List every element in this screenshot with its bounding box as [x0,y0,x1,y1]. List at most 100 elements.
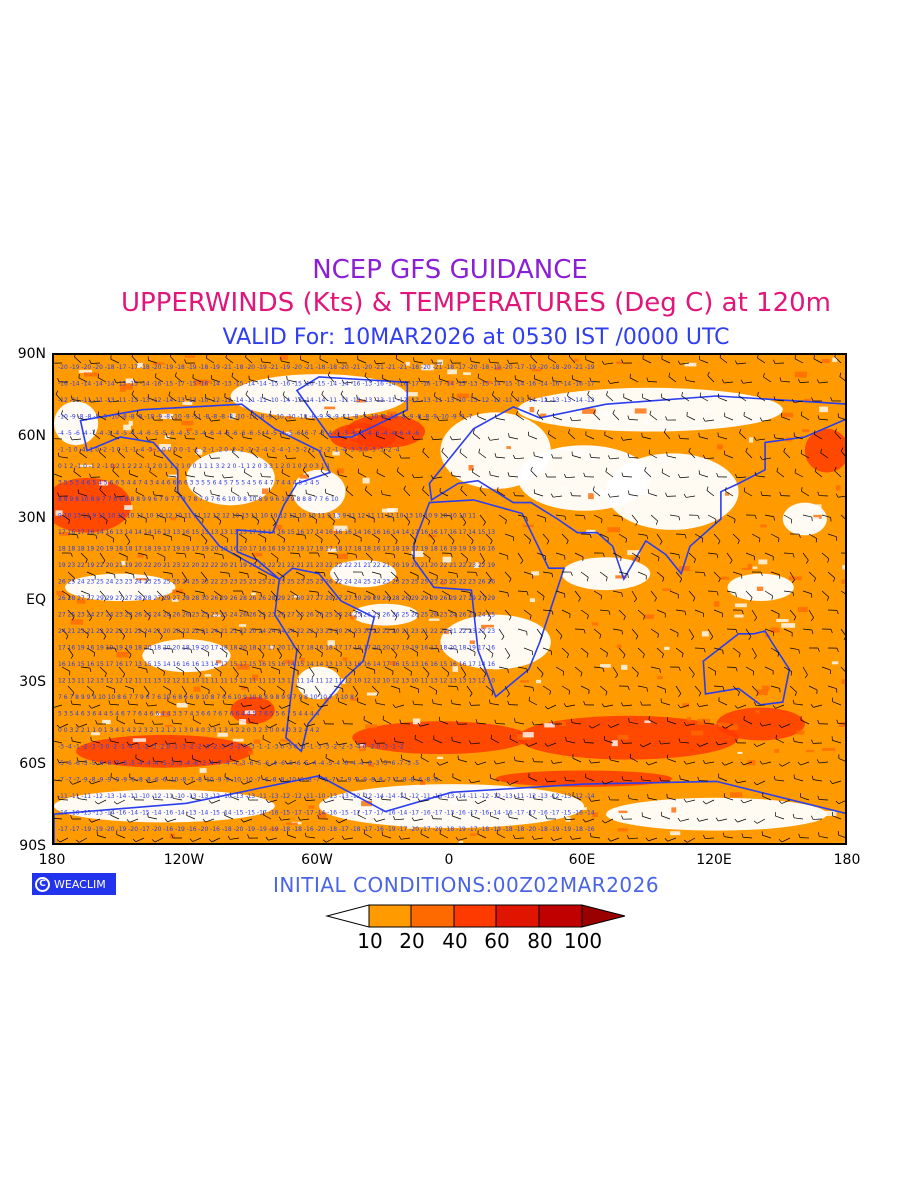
wind-barb [357,398,367,402]
wind-barb [308,628,317,635]
wind-barb [699,742,709,747]
wind-barb [623,397,633,402]
wind-barb [173,722,183,725]
wind-barb [744,491,753,497]
shade-speck [361,800,372,807]
shade-speck [679,565,691,572]
wind-barb [460,514,467,523]
wind-barb-flag [434,392,436,397]
wind-barb-flag [109,736,111,741]
wind-barb [352,647,362,650]
wind-barb [414,361,424,364]
wind-barb-flag [220,633,223,638]
wind-barb-flag [437,794,440,799]
wind-barb [477,377,487,383]
wind-barb [631,514,638,523]
wind-barb [371,533,380,540]
wind-barb [376,702,386,706]
wind-barb-flag [393,737,396,742]
wind-barb [268,491,278,497]
wind-barb-flag [798,649,800,654]
wind-barb [376,435,386,440]
wind-barb [745,590,753,598]
wind-barb-flag [688,447,691,452]
shade-speck [718,722,729,727]
wind-barb-flag [745,447,748,452]
wind-barb-flag [437,648,440,653]
shade-speck [275,524,283,530]
wind-barb-flag [286,375,288,380]
wind-barb [490,703,500,706]
wind-barb-flag [241,590,244,595]
wind-barb-flag [657,633,659,638]
wind-barb-flag [75,723,79,728]
wind-barb [59,723,69,729]
wind-barb [642,358,652,364]
shade-speck [756,586,764,591]
wind-barb-flag [316,703,320,708]
wind-barb [308,514,317,520]
wind-barb-flag [396,467,399,472]
shade-speck [720,576,729,580]
wind-barb-flag [247,796,250,801]
wind-barb-flag [525,743,529,747]
wind-barb [193,490,202,497]
wind-barb [783,451,791,459]
wind-barb-flag [472,429,475,434]
wind-barb [756,742,766,747]
wind-barb-flag [76,534,79,539]
shade-speck [802,429,810,433]
wind-barb-flag [783,447,786,452]
wind-barb-flag [683,721,687,726]
wind-barb [725,723,734,729]
wind-barb [834,432,842,440]
wind-barb-flag [152,649,154,654]
wind-barb [211,378,221,383]
wind-barb [300,818,310,821]
wind-barb [262,397,272,402]
wind-barb-flag [544,778,548,783]
wind-barb-flag [69,436,73,441]
wind-barb-flag [231,372,234,377]
wind-barb [496,833,506,839]
wind-barb [194,590,204,594]
wind-barb-flag [284,801,289,805]
shade-speck [725,492,730,496]
wind-barb [485,609,492,618]
wind-barb-flag [395,355,397,359]
wind-barb [295,533,305,536]
wind-barb [497,490,506,497]
wind-barb-flag [646,687,648,692]
wind-barb [270,590,278,598]
wind-barb [320,433,329,440]
wind-barb-flag [161,597,164,602]
shade-speck [600,664,611,668]
wind-barb-flag [507,359,510,364]
shade-speck [789,576,802,581]
wind-barb [268,761,278,767]
wind-barb [135,491,145,497]
wind-barb [751,609,758,618]
wind-barb-flag [364,372,367,377]
wind-barb-flag [436,762,440,766]
wind-barb-flag [204,578,207,583]
shade-speck [160,711,171,718]
shade-speck [247,751,254,755]
wind-barb-flag [773,359,776,364]
shade-speck [813,514,822,519]
wind-barb-flag [231,448,235,453]
shade-speck [446,380,454,385]
wind-barb [840,628,845,636]
wind-barb-flag [203,630,205,635]
wind-barb [629,494,639,497]
wind-barb-flag [383,448,386,453]
wind-barb [344,417,354,421]
wind-barb-flag [208,759,212,764]
wind-barb [800,796,810,801]
wind-barb [813,704,823,708]
wind-barb [649,414,658,421]
wind-barb [54,473,63,478]
wind-barb [276,571,285,578]
wind-barb [680,741,690,744]
lat-label-30s: 30S [19,674,46,690]
